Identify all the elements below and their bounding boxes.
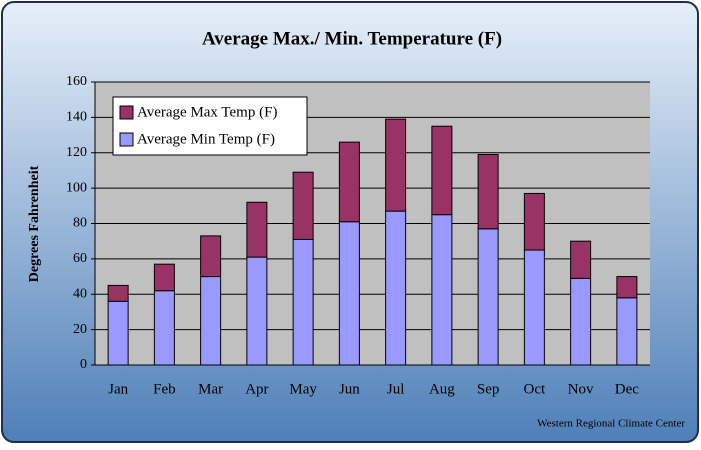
- bar-segment: [107, 300, 129, 366]
- bar-segment: [107, 284, 129, 302]
- x-tick-label: Sep: [477, 381, 500, 397]
- bar-segment: [200, 235, 222, 278]
- bar-segment: [523, 249, 545, 366]
- bar-segment: [338, 141, 360, 223]
- bar-segment: [246, 201, 268, 258]
- y-tick-label: 160: [66, 74, 87, 89]
- x-tick-label: Nov: [568, 381, 594, 397]
- bar-segment: [570, 277, 592, 366]
- bar-segment: [570, 240, 592, 279]
- bar-segment: [292, 171, 314, 240]
- legend-label: Average Max Temp (F): [137, 104, 277, 120]
- bar-segment: [385, 118, 407, 212]
- bar-segment: [523, 192, 545, 251]
- bar-segment: [153, 263, 175, 292]
- x-tick-label: Dec: [615, 381, 639, 397]
- bar-segment: [431, 125, 453, 216]
- legend-swatch: [119, 105, 134, 120]
- bar-segment: [477, 154, 499, 230]
- x-tick-label: Oct: [524, 381, 546, 397]
- legend: [112, 96, 308, 156]
- chart-title: Average Max./ Min. Temperature (F): [202, 28, 502, 49]
- bar-segment: [246, 256, 268, 366]
- y-tick-label: 140: [66, 110, 87, 125]
- x-tick-label: May: [289, 381, 317, 397]
- bar-segment: [292, 238, 314, 366]
- x-tick-label: Jan: [108, 381, 128, 397]
- x-tick-label: Feb: [153, 381, 176, 397]
- legend-label: Average Min Temp (F): [137, 131, 275, 147]
- bar-segment: [385, 210, 407, 366]
- y-axis-label: Degrees Fahrenheit: [27, 165, 42, 282]
- x-tick-label: Jun: [339, 381, 360, 397]
- y-tick-label: 40: [73, 286, 87, 301]
- bar-segment: [616, 276, 638, 299]
- y-tick-label: 100: [66, 180, 87, 195]
- bar-segment: [153, 290, 175, 366]
- y-tick-label: 60: [73, 251, 87, 266]
- source: Western Regional Climate Center: [537, 418, 685, 430]
- x-tick-label: Apr: [245, 381, 268, 397]
- bar-segment: [616, 297, 638, 366]
- bar-segment: [200, 276, 222, 366]
- legend-swatch: [119, 132, 134, 147]
- x-tick-label: Mar: [198, 381, 223, 397]
- y-tick-label: 0: [80, 357, 87, 372]
- y-tick-label: 80: [73, 216, 87, 231]
- bar-segment: [338, 221, 360, 366]
- x-tick-label: Jul: [387, 381, 405, 397]
- x-tick-label: Aug: [429, 381, 455, 397]
- bar-segment: [477, 228, 499, 366]
- bar-segment: [431, 214, 453, 366]
- y-tick-label: 20: [73, 322, 87, 337]
- y-tick-label: 120: [66, 145, 87, 160]
